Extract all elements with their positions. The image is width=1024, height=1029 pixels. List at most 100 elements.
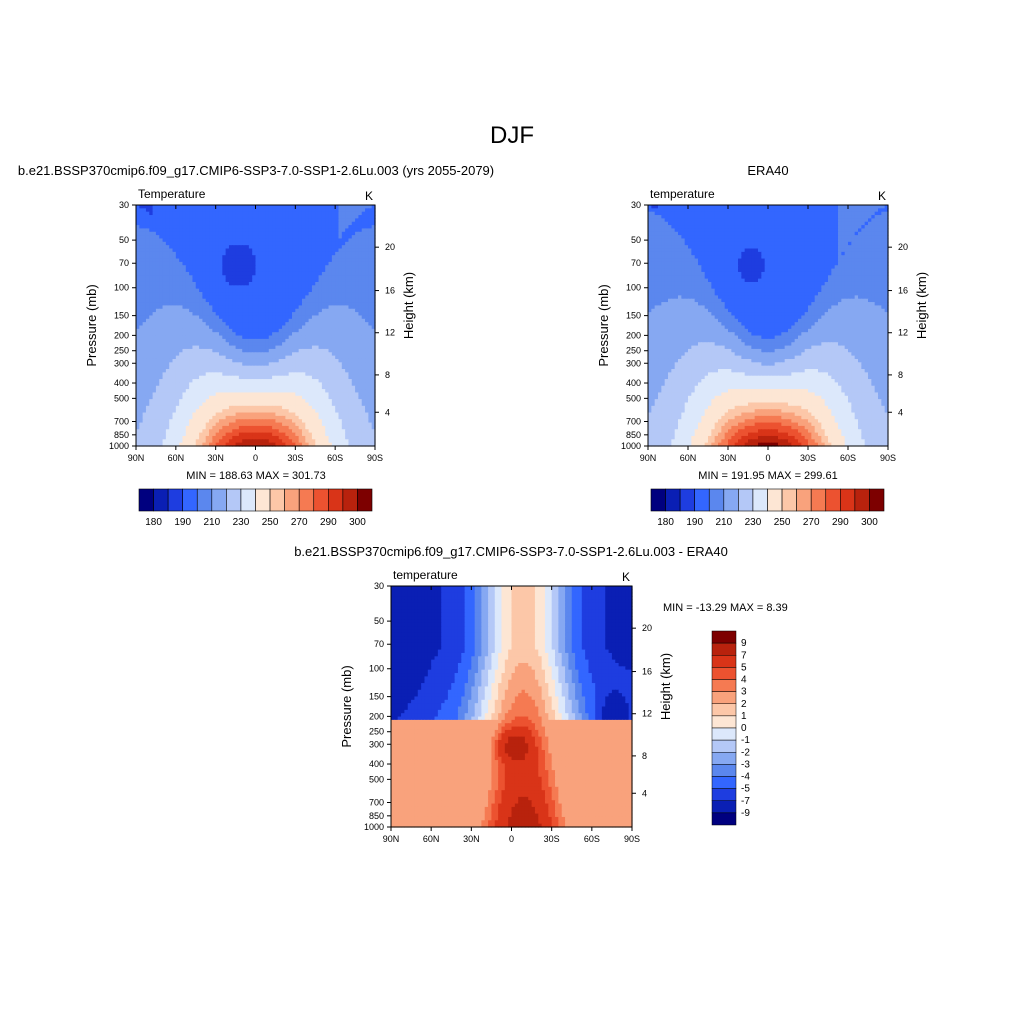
contour-cell bbox=[285, 211, 290, 216]
contour-cell bbox=[285, 302, 290, 307]
contour-cell bbox=[218, 211, 223, 216]
contour-cell bbox=[192, 205, 197, 209]
contour-cell bbox=[248, 255, 253, 260]
contour-cell bbox=[318, 221, 323, 226]
contour-cell bbox=[139, 312, 144, 317]
contour-cell bbox=[341, 241, 346, 246]
contour-cell bbox=[288, 265, 293, 270]
contour-cell bbox=[258, 218, 263, 223]
contour-cell bbox=[365, 235, 369, 240]
contour-cell bbox=[172, 292, 177, 296]
contour-cell bbox=[248, 268, 253, 273]
contour-cell bbox=[371, 231, 376, 236]
contour-cell bbox=[361, 285, 366, 290]
contour-cell bbox=[205, 271, 210, 276]
contour-cell bbox=[272, 215, 277, 219]
contour-cell bbox=[272, 228, 277, 233]
contour-cell bbox=[268, 261, 273, 266]
contour-cell bbox=[365, 288, 369, 293]
contour-cell bbox=[345, 268, 350, 273]
contour-cell bbox=[341, 268, 346, 273]
contour-cell bbox=[162, 265, 167, 270]
contour-cell bbox=[136, 245, 140, 250]
contour-cell bbox=[142, 218, 147, 223]
contour-cell bbox=[361, 211, 366, 216]
contour-cell bbox=[192, 288, 197, 293]
contour-cell bbox=[361, 218, 366, 223]
contour-cell bbox=[282, 295, 286, 300]
contour-cell bbox=[195, 241, 200, 246]
contour-cell bbox=[335, 245, 340, 250]
contour-cell bbox=[282, 292, 286, 296]
contour-cell bbox=[348, 221, 353, 226]
contour-cell bbox=[371, 308, 376, 313]
contour-cell bbox=[162, 315, 167, 320]
contour-cell bbox=[218, 215, 223, 219]
contour-cell bbox=[348, 268, 353, 273]
contour-cell bbox=[335, 231, 340, 236]
contour-cell bbox=[192, 248, 197, 253]
contour-cell bbox=[258, 251, 263, 256]
contour-cell bbox=[355, 208, 360, 213]
contour-cell bbox=[205, 238, 210, 243]
contour-cell bbox=[245, 225, 250, 230]
contour-cell bbox=[335, 288, 340, 293]
contour-cell bbox=[265, 248, 270, 253]
contour-cell bbox=[169, 235, 174, 240]
contour-cell bbox=[325, 221, 330, 226]
contour-cell bbox=[298, 225, 303, 230]
contour-cell bbox=[139, 292, 144, 296]
contour-cell bbox=[272, 255, 277, 260]
contour-cell bbox=[315, 285, 320, 290]
contour-cell bbox=[175, 258, 180, 263]
contour-cell bbox=[222, 221, 227, 226]
contour-cell bbox=[365, 312, 369, 317]
contour-cell bbox=[328, 215, 333, 219]
contour-cell bbox=[278, 308, 283, 313]
contour-cell bbox=[351, 211, 356, 216]
contour-cell bbox=[245, 292, 250, 296]
contour-cell bbox=[228, 245, 233, 250]
contour-cell bbox=[331, 278, 336, 283]
contour-cell bbox=[152, 215, 157, 219]
contour-cell bbox=[368, 281, 373, 286]
contour-cell bbox=[136, 295, 140, 300]
contour-cell bbox=[351, 241, 356, 246]
contour-cell bbox=[139, 225, 144, 230]
contour-cell bbox=[252, 281, 257, 286]
contour-cell bbox=[282, 208, 286, 213]
contour-cell bbox=[358, 215, 363, 219]
contour-cell bbox=[175, 292, 180, 296]
contour-cell bbox=[235, 278, 240, 283]
contour-cell bbox=[179, 298, 184, 303]
contour-cell bbox=[311, 261, 316, 266]
contour-cell bbox=[331, 235, 336, 240]
contour-cell bbox=[368, 245, 373, 250]
contour-cell bbox=[292, 305, 296, 310]
contour-cell bbox=[165, 265, 170, 270]
contour-cell bbox=[202, 218, 207, 223]
contour-cell bbox=[301, 235, 306, 240]
contour-cell bbox=[341, 278, 346, 283]
contour-cell bbox=[258, 248, 263, 253]
contour-cell bbox=[315, 235, 320, 240]
contour-cell bbox=[275, 285, 280, 290]
contour-cell bbox=[351, 278, 356, 283]
contour-cell bbox=[232, 305, 237, 310]
contour-cell bbox=[365, 295, 369, 300]
contour-cell bbox=[149, 292, 154, 296]
contour-cell bbox=[288, 248, 293, 253]
contour-cell bbox=[358, 228, 363, 233]
contour-cell bbox=[268, 258, 273, 263]
contour-cell bbox=[311, 281, 316, 286]
contour-cell bbox=[268, 278, 273, 283]
contour-cell bbox=[262, 238, 267, 243]
contour-cell bbox=[288, 292, 293, 296]
contour-cell bbox=[159, 278, 164, 283]
contour-cell bbox=[301, 295, 306, 300]
contour-cell bbox=[179, 218, 184, 223]
contour-cell bbox=[275, 271, 280, 276]
contour-cell bbox=[235, 275, 240, 280]
contour-cell bbox=[145, 241, 150, 246]
